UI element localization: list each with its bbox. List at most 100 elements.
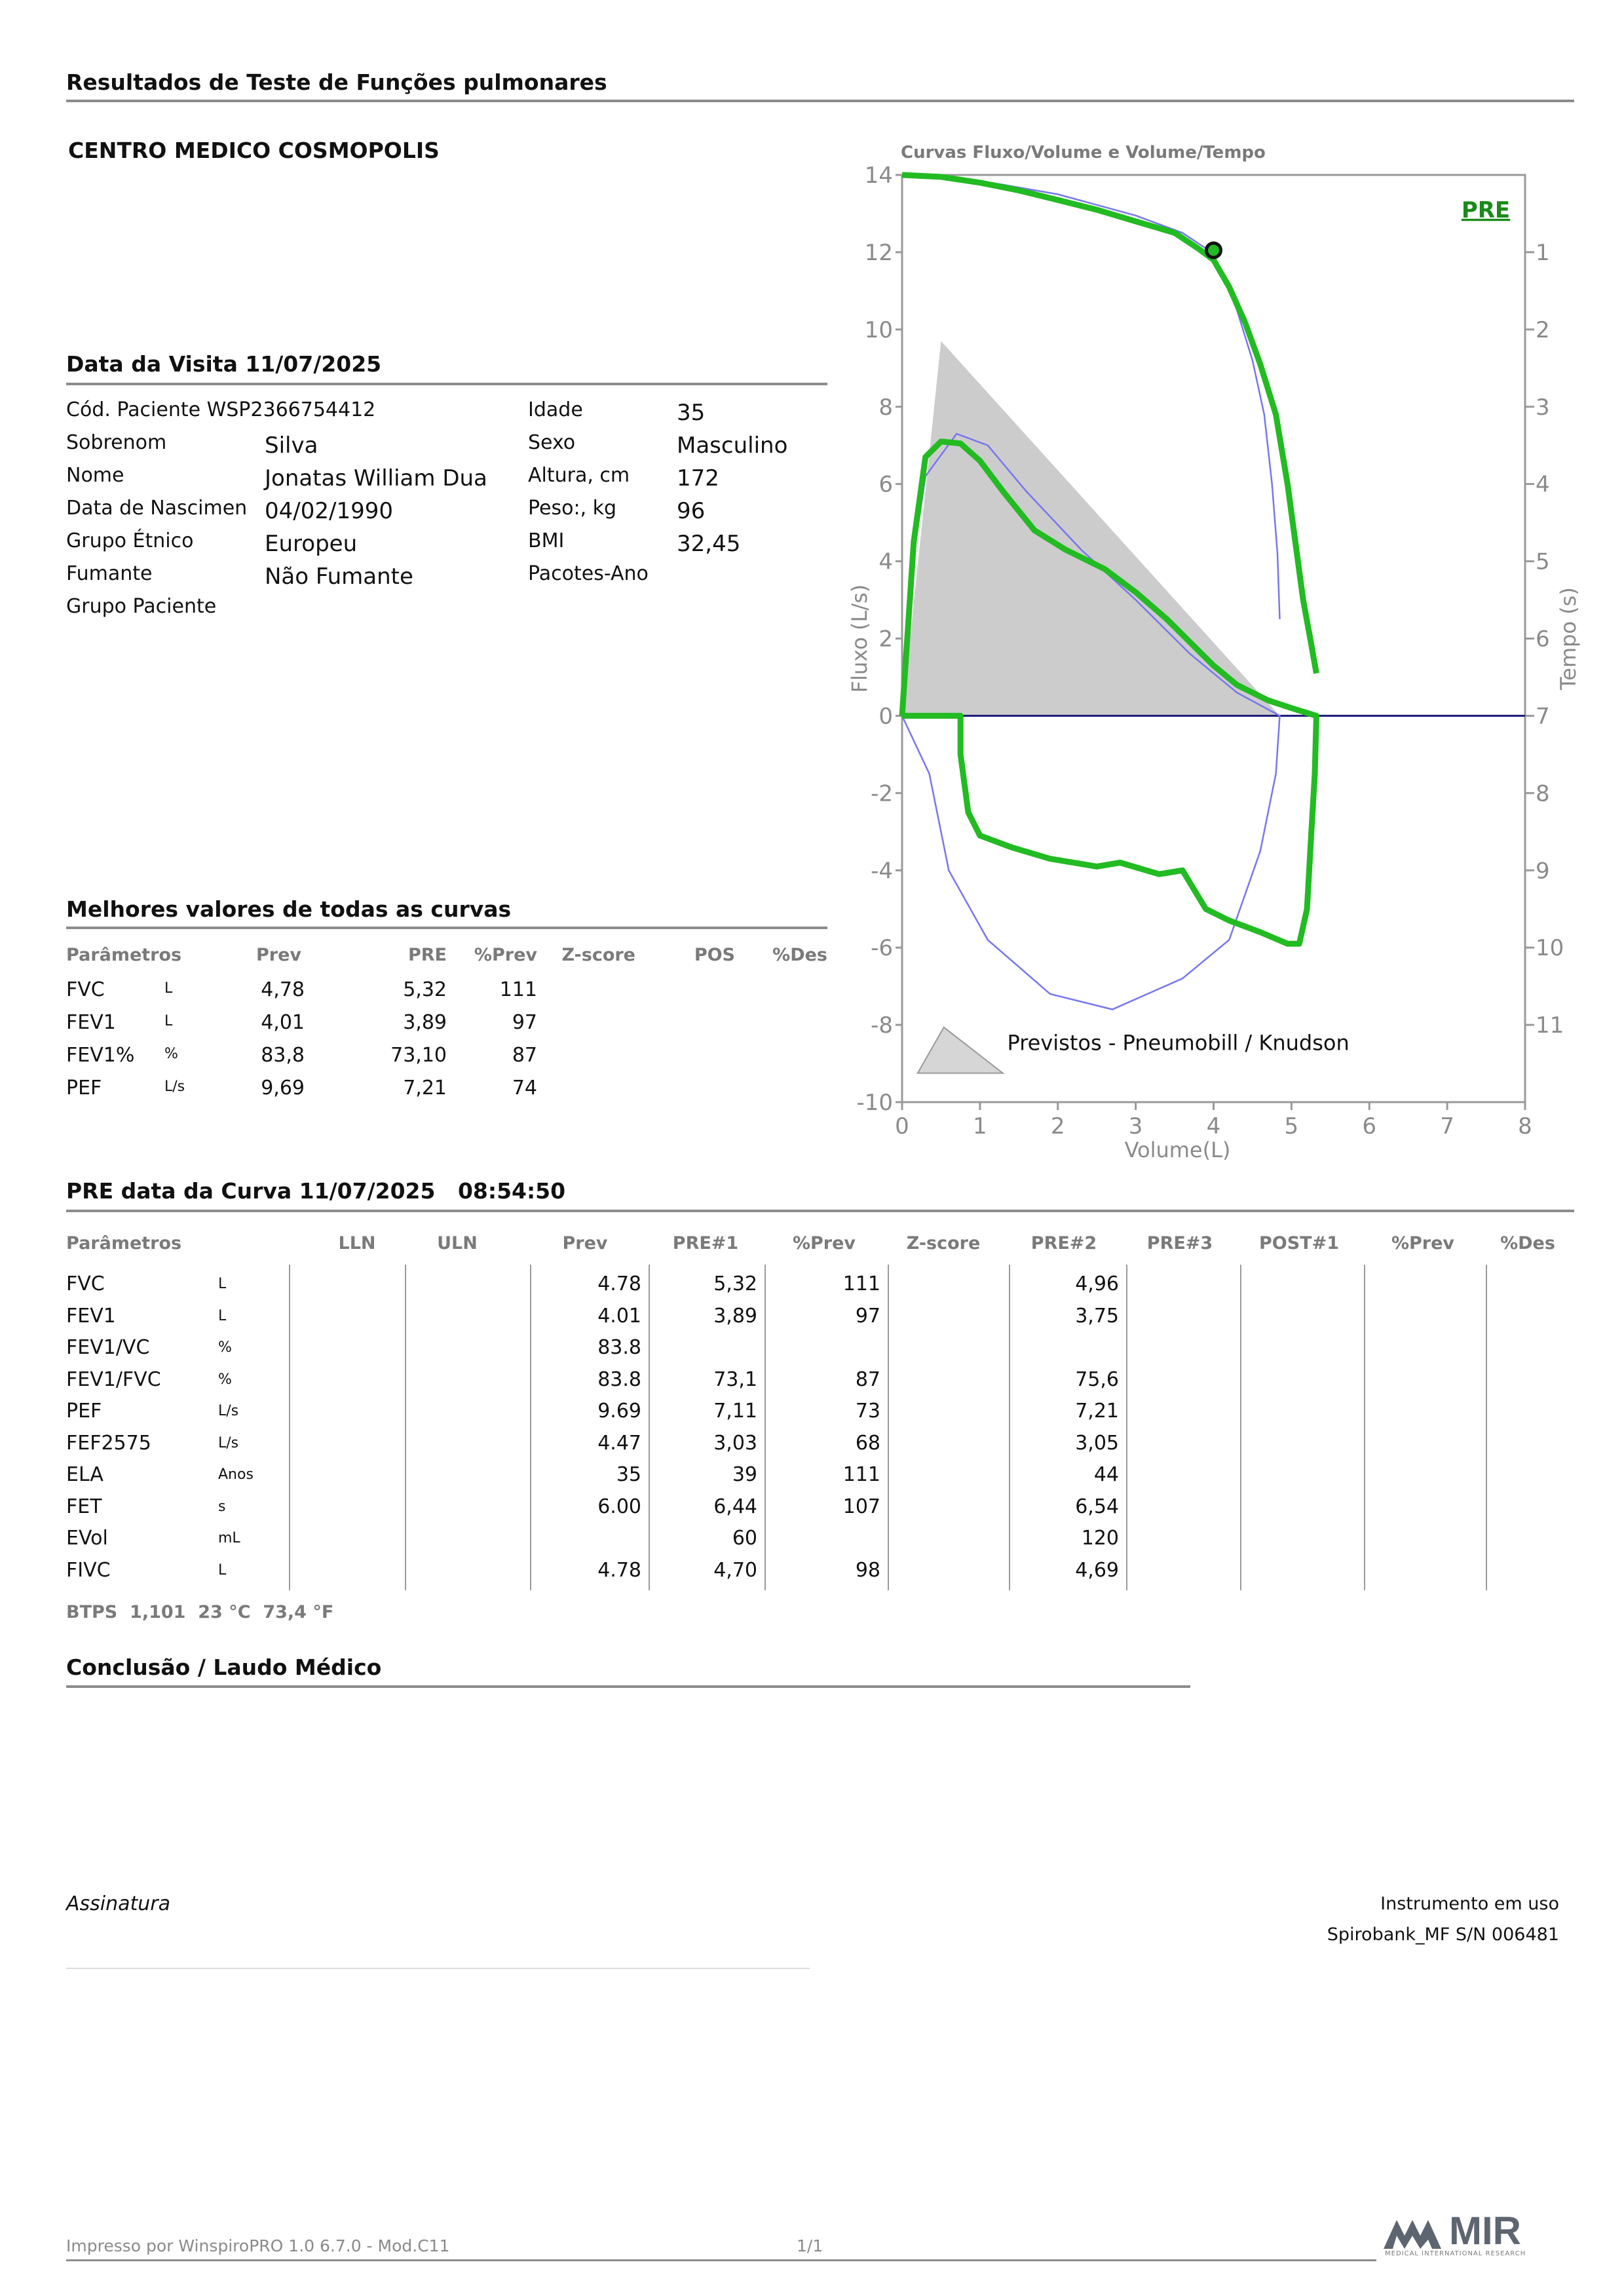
visit-value: Europeu	[265, 531, 358, 557]
best-pct-prev: 111	[499, 978, 537, 1001]
curve-unit: %	[218, 1339, 232, 1356]
curve-pct-prev: 107	[842, 1495, 880, 1518]
column-separator	[649, 1265, 650, 1590]
column-separator	[765, 1265, 766, 1590]
visit-label: Peso:, kg	[528, 497, 617, 520]
visit-value: 172	[677, 465, 719, 491]
mir-logo-icon	[1384, 2220, 1441, 2249]
y2-axis-label: Tempo (s)	[1556, 587, 1581, 691]
best-param: FEV1%	[66, 1044, 135, 1067]
curve-pre1: 4,70	[713, 1559, 757, 1582]
curve-param: FIVC	[66, 1559, 111, 1582]
best-pct-prev: 97	[512, 1011, 537, 1034]
y2-tick-label: 7	[1536, 703, 1550, 729]
curve-pre1: 6,44	[713, 1495, 757, 1518]
visit-label: Sobrenom	[66, 431, 167, 454]
y2-tick-label: 2	[1536, 317, 1550, 343]
curve-pre1: 3,89	[713, 1305, 757, 1328]
visit-value: 32,45	[677, 531, 741, 557]
best-pre: 3,89	[403, 1011, 447, 1034]
curve-prev: 4.47	[597, 1432, 641, 1455]
y-tick-label: 10	[865, 317, 893, 343]
signature-line	[66, 1968, 810, 1969]
curve-unit: L	[218, 1562, 227, 1578]
legend-note: Previstos - Pneumobill / Knudson	[1007, 1030, 1349, 1055]
curve-header: POST#1	[1258, 1233, 1339, 1253]
best-pre: 5,32	[403, 978, 447, 1001]
best-param: FVC	[66, 978, 105, 1001]
best-header: PRE	[407, 945, 447, 965]
best-header: %Des	[772, 945, 827, 965]
curve-unit: %	[218, 1371, 232, 1388]
column-separator	[1364, 1265, 1365, 1590]
visit-value: Masculino	[677, 432, 788, 459]
y-tick-label: -6	[871, 935, 893, 961]
mir-logo-text: MIR	[1449, 2209, 1521, 2253]
curve-pct-prev: 111	[842, 1272, 880, 1295]
printed-by: Impresso por WinspiroPRO 1.0 6.7.0 - Mod…	[66, 2236, 450, 2255]
y-tick-label: 8	[878, 394, 893, 421]
y-tick-label: -2	[871, 780, 893, 807]
curve-pre2: 44	[1093, 1463, 1119, 1486]
visit-label: Fumante	[66, 562, 153, 585]
best-unit: L	[164, 980, 173, 997]
y2-tick-label: 4	[1536, 472, 1550, 498]
column-separator	[530, 1265, 531, 1590]
y2-tick-label: 6	[1536, 626, 1550, 653]
visit-label: BMI	[528, 529, 565, 552]
visit-value: Jonatas William Dua	[265, 465, 487, 491]
curve-pre2: 4,96	[1075, 1272, 1119, 1295]
legend-triangle-icon	[916, 1026, 1005, 1074]
curve-prev: 4.78	[597, 1272, 641, 1295]
page-number: 1/1	[797, 2236, 823, 2255]
column-separator	[289, 1265, 290, 1590]
column-separator	[405, 1265, 406, 1590]
x-tick-label: 8	[1518, 1113, 1532, 1139]
y-tick-label: -10	[856, 1090, 893, 1116]
curve-prev: 4.01	[597, 1305, 641, 1328]
y2-tick-label: 9	[1536, 858, 1550, 884]
conclusion-divider	[66, 1685, 1190, 1688]
x-tick-label: 5	[1285, 1113, 1299, 1139]
title-divider	[66, 100, 1574, 102]
curve-prev: 6.00	[597, 1495, 641, 1518]
curve-prev: 83.8	[597, 1368, 641, 1391]
y2-tick-label: 8	[1536, 780, 1550, 807]
y2-tick-label: 11	[1536, 1012, 1564, 1039]
best-prev: 4,01	[261, 1011, 305, 1034]
y-tick-label: -8	[871, 1012, 893, 1039]
curve-header: PRE#1	[672, 1233, 739, 1253]
y2-tick-label: 10	[1536, 935, 1564, 961]
curve-header: PRE#3	[1146, 1233, 1213, 1253]
visit-label: Pacotes-Ano	[528, 562, 649, 585]
curve-pre1: 3,03	[713, 1432, 757, 1455]
visit-heading: Data da Visita 11/07/2025	[66, 351, 382, 377]
x-tick-label: 1	[973, 1113, 987, 1139]
column-separator	[1240, 1265, 1241, 1590]
visit-label: Grupo Étnico	[66, 529, 194, 552]
column-separator	[1126, 1265, 1127, 1590]
y-tick-label: -4	[871, 858, 893, 884]
curve-heading: PRE data da Curva 11/07/2025 08:54:50	[66, 1178, 566, 1204]
best-unit: %	[164, 1046, 178, 1062]
report-title: Resultados de Teste de Funções pulmonare…	[66, 69, 607, 95]
fvc-marker	[1205, 241, 1222, 259]
curve-param: FET	[66, 1495, 102, 1518]
curve-param: EVol	[66, 1527, 108, 1550]
curve-pre1: 39	[732, 1463, 757, 1486]
best-header: Z-score	[561, 945, 635, 965]
measured-volume-time-line	[901, 172, 1319, 674]
visit-value: 96	[677, 498, 706, 524]
chart-title: Curvas Fluxo/Volume e Volume/Tempo	[901, 143, 1266, 163]
series-tag-pre: PRE	[1462, 197, 1510, 223]
column-separator	[1009, 1265, 1010, 1590]
predicted-flow-volume-line	[901, 432, 1281, 1010]
predicted-area	[902, 341, 1280, 716]
curve-pre2: 4,69	[1075, 1559, 1119, 1582]
best-pre: 73,10	[390, 1044, 447, 1067]
curve-param: ELA	[66, 1463, 104, 1486]
curve-unit: L	[218, 1276, 227, 1292]
best-unit: L/s	[164, 1079, 185, 1095]
curve-header: %Des	[1500, 1233, 1555, 1253]
curve-pct-prev: 87	[855, 1368, 880, 1391]
